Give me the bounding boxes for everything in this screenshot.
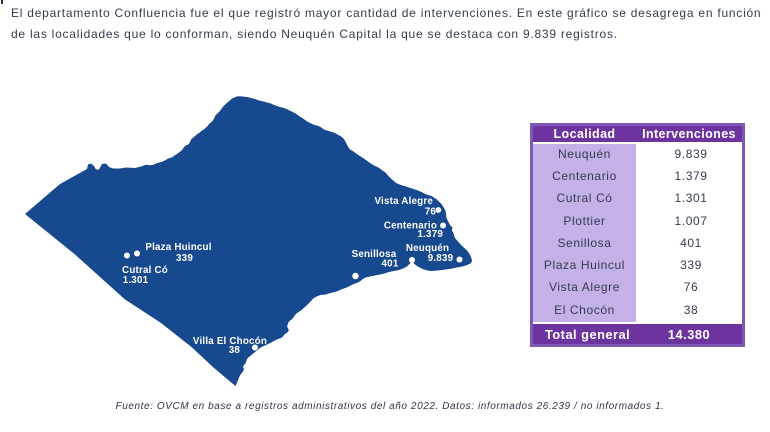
svg-text:Cutral Có: Cutral Có <box>122 265 168 276</box>
svg-text:76: 76 <box>425 207 437 218</box>
svg-text:1.379: 1.379 <box>417 229 443 240</box>
svg-text:Plaza Huincul: Plaza Huincul <box>145 242 211 253</box>
svg-text:Neuquén: Neuquén <box>406 243 449 254</box>
svg-text:Vista Alegre: Vista Alegre <box>375 196 434 207</box>
svg-text:Villa El Chocón: Villa El Chocón <box>193 336 267 347</box>
svg-text:Senillosa: Senillosa <box>352 249 397 260</box>
svg-text:9.839: 9.839 <box>428 253 454 264</box>
svg-text:1.301: 1.301 <box>123 275 149 286</box>
svg-text:38: 38 <box>229 345 241 356</box>
svg-text:339: 339 <box>176 253 193 264</box>
svg-text:401: 401 <box>382 259 399 270</box>
svg-text:Centenario: Centenario <box>384 221 437 232</box>
